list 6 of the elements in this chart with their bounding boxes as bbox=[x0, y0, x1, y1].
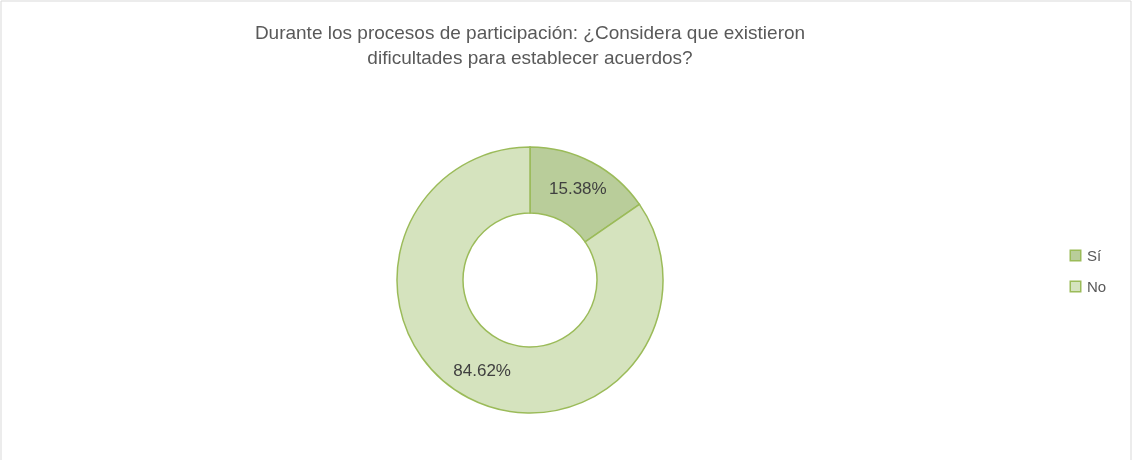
data-label: 84.62% bbox=[453, 361, 511, 381]
chart-title: Durante los procesos de participación: ¿Considera que existieron dificultades para establecer acuerdos? bbox=[254, 22, 806, 68]
legend-label: Sí bbox=[1087, 246, 1102, 264]
data-label: 15.38% bbox=[549, 178, 607, 198]
donut-slice bbox=[396, 146, 664, 414]
legend-label: No bbox=[1087, 277, 1107, 295]
